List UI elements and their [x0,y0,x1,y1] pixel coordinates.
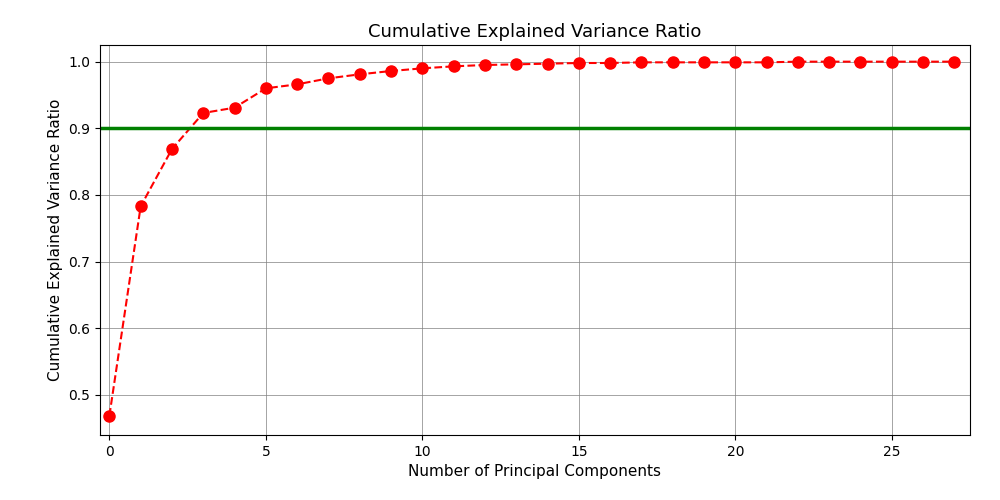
Title: Cumulative Explained Variance Ratio: Cumulative Explained Variance Ratio [368,22,702,40]
Y-axis label: Cumulative Explained Variance Ratio: Cumulative Explained Variance Ratio [48,99,63,381]
X-axis label: Number of Principal Components: Number of Principal Components [409,464,662,479]
